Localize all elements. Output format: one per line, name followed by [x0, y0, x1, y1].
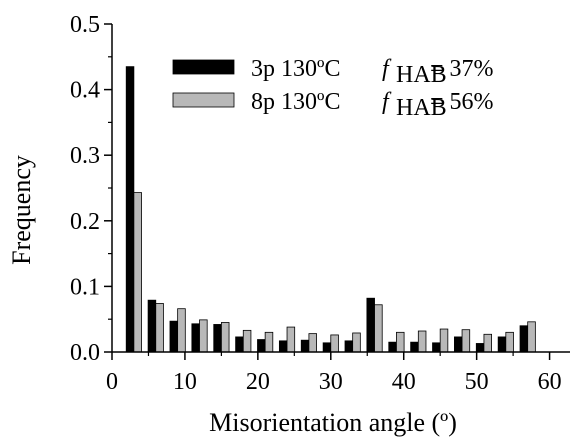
bar-series-2-12 [374, 304, 383, 353]
bar-series-2-7 [264, 331, 274, 353]
bar-series-1-13 [388, 341, 397, 353]
legend-value-2: = 56% [430, 89, 494, 115]
bar-series-1-15 [432, 342, 441, 353]
bar-series-1-9 [300, 339, 310, 353]
y-tick-label: 0.1 [70, 274, 100, 300]
bar-series-1-11 [344, 340, 354, 353]
bar-series-2-19 [527, 321, 536, 353]
bar-series-1-16 [454, 336, 463, 353]
bar-series-1-19 [519, 325, 529, 353]
bar-series-2-5 [220, 322, 230, 353]
legend: 3p 130ºC f HAB= 37%8p 130ºC f HAB= 56% [172, 56, 494, 121]
legend-symbol-2: f [382, 89, 392, 115]
bar-series-1-14 [410, 341, 419, 353]
ticks-group: 0.0 0.1 0.2 0.3 0.4 0.5 0 10 20 30 40 50 60 [70, 12, 562, 395]
bar-series-2-1 [133, 192, 142, 353]
legend-value-1: = 37% [430, 56, 494, 82]
x-tick-label: 0 [106, 369, 118, 395]
bar-series-1-18 [497, 336, 507, 353]
bar-series-1-3 [169, 320, 179, 353]
y-tick-label: 0.3 [70, 143, 100, 169]
bar-series-2-4 [199, 319, 208, 353]
bar-series-1-7 [257, 339, 266, 353]
legend-subscript-2: HAB [396, 95, 447, 121]
legend-label-2: 8p 130ºC [251, 89, 340, 115]
bar-series-2-8 [286, 326, 296, 353]
bar-series-1-8 [278, 340, 288, 353]
bar-series-2-3 [177, 308, 186, 353]
x-tick-label: 30 [319, 369, 343, 395]
legend-swatch-1 [172, 59, 235, 75]
x-tick-label: 10 [173, 369, 197, 395]
bar-series-2-15 [439, 328, 449, 353]
legend-subscript-1: HAB [396, 62, 447, 88]
y-tick-label: 0.4 [70, 78, 100, 104]
bar-series-2-11 [352, 332, 361, 353]
bar-series-1-4 [191, 323, 200, 353]
bar-series-1-17 [475, 343, 485, 353]
x-tick-label: 50 [465, 369, 489, 395]
bar-series-1-10 [322, 342, 332, 353]
legend-label-1: 3p 130ºC [251, 56, 340, 82]
y-tick-label: 0.5 [70, 12, 100, 38]
bar-series-2-18 [505, 331, 514, 353]
bar-series-2-2 [155, 303, 164, 353]
y-tick-label: 0.0 [70, 340, 100, 366]
bar-series-1-2 [147, 299, 157, 353]
x-tick-label: 60 [538, 369, 562, 395]
x-tick-label: 20 [246, 369, 270, 395]
bar-series-2-16 [461, 329, 471, 353]
bar-series-2-9 [308, 333, 317, 353]
y-axis-label: Frequency [7, 155, 36, 265]
bar-series-1-1 [125, 66, 135, 353]
bar-series-2-6 [242, 329, 252, 353]
bar-series-2-17 [483, 333, 493, 353]
y-tick-label: 0.2 [70, 209, 100, 235]
bar-series-2-14 [417, 330, 427, 353]
legend-swatch-2 [172, 92, 235, 108]
bar-series-2-10 [330, 334, 339, 353]
bar-series-1-6 [235, 336, 244, 353]
bars-group [125, 66, 536, 353]
bar-series-1-12 [366, 297, 375, 353]
legend-symbol-1: f [382, 56, 392, 82]
x-axis-label: Misorientation angle (º) [209, 408, 457, 437]
bar-series-1-5 [213, 324, 222, 353]
bar-series-2-13 [396, 331, 405, 353]
x-tick-label: 40 [392, 369, 416, 395]
